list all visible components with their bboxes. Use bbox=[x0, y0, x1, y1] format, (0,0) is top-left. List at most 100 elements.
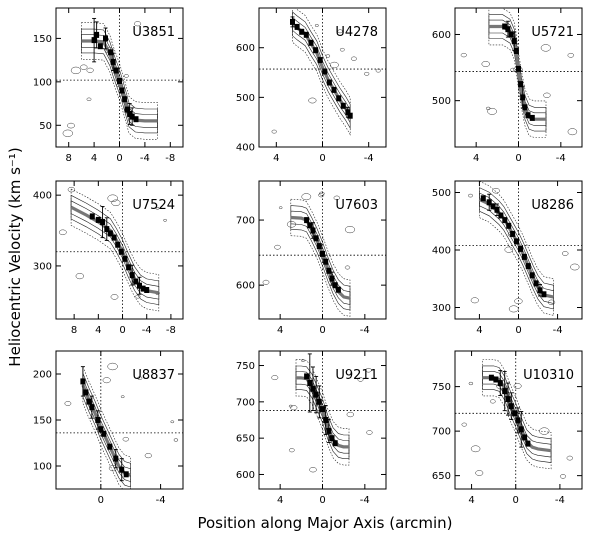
model-curve bbox=[478, 197, 555, 299]
contour-blob bbox=[559, 474, 567, 479]
contour-blob bbox=[460, 52, 467, 58]
contour-blob bbox=[567, 52, 575, 58]
contour-line bbox=[290, 198, 351, 317]
contour-blob bbox=[540, 44, 551, 52]
panel-u8837: 0 -4 100 150 200 U8837 bbox=[33, 350, 184, 506]
data-point bbox=[518, 245, 523, 252]
data-point bbox=[522, 104, 528, 111]
contour-blob bbox=[513, 383, 522, 389]
y-tick-label: 400 bbox=[236, 143, 255, 154]
y-tick-label: 700 bbox=[236, 397, 255, 408]
contour-blob bbox=[173, 438, 179, 442]
figure-y-axis-label: Heliocentric Velocity (km s⁻¹) bbox=[6, 147, 24, 366]
data-point bbox=[320, 406, 325, 413]
y-tick-label: 750 bbox=[432, 382, 451, 393]
x-tick-label: 0 bbox=[513, 495, 519, 506]
data-point bbox=[307, 222, 313, 229]
contour-blob bbox=[567, 128, 578, 136]
contour-blob bbox=[492, 187, 500, 194]
y-tick-label: 600 bbox=[236, 470, 255, 481]
panel-u9211: 4 0 -4 600 650 700 750 U9211 bbox=[236, 350, 387, 506]
data-point bbox=[488, 374, 494, 381]
data-point bbox=[510, 230, 516, 237]
contour-blob bbox=[314, 24, 319, 27]
x-tick-label: 4 bbox=[468, 495, 474, 506]
data-point bbox=[307, 380, 313, 386]
plot-area bbox=[56, 351, 183, 489]
contour-blob bbox=[102, 377, 111, 384]
contour-blob bbox=[107, 194, 118, 203]
data-point bbox=[89, 213, 95, 220]
y-tick-label: 500 bbox=[432, 96, 451, 107]
contour-blob bbox=[134, 21, 142, 27]
y-tick-label: 200 bbox=[33, 370, 52, 381]
contour-blob bbox=[288, 404, 293, 408]
plot-area bbox=[455, 8, 582, 147]
data-point bbox=[332, 440, 338, 447]
panel-title: U10310 bbox=[523, 368, 574, 383]
contour-blob bbox=[58, 229, 67, 236]
data-point bbox=[520, 94, 526, 101]
contour-blob bbox=[111, 199, 121, 207]
contour-blob bbox=[86, 67, 94, 73]
contour-blob bbox=[308, 97, 317, 104]
contour-blob bbox=[325, 54, 331, 58]
contour-blob bbox=[64, 401, 72, 406]
contour-blob bbox=[543, 92, 551, 98]
contour-blob bbox=[67, 122, 75, 129]
data-point bbox=[124, 106, 130, 113]
panel-u10310: 4 0 -4 650 700 750 U10310 bbox=[432, 350, 583, 506]
contour-blob bbox=[290, 405, 298, 411]
data-point bbox=[83, 389, 89, 396]
data-point bbox=[331, 86, 337, 93]
y-tick-label: 600 bbox=[236, 281, 255, 292]
contour-blob bbox=[508, 305, 519, 313]
data-point bbox=[480, 195, 486, 202]
panel-u5721: 4 0 -4 500 600 U5721 bbox=[432, 7, 583, 164]
plot-area bbox=[455, 181, 582, 319]
contour-blob bbox=[344, 265, 351, 270]
x-tick-label: 4 bbox=[473, 153, 479, 164]
plot-area bbox=[56, 8, 183, 147]
x-tick-label: 4 bbox=[95, 325, 101, 336]
contour-blob bbox=[346, 411, 354, 418]
data-point bbox=[322, 68, 328, 75]
data-point bbox=[502, 388, 508, 395]
data-point bbox=[525, 440, 531, 447]
plot-area bbox=[259, 351, 386, 489]
y-tick-label: 700 bbox=[432, 427, 451, 438]
contour-blob bbox=[301, 359, 305, 362]
data-point bbox=[345, 109, 351, 116]
data-point bbox=[144, 287, 150, 293]
data-point bbox=[505, 26, 511, 33]
y-tick-label: 600 bbox=[432, 30, 451, 41]
x-tick-label: 4 bbox=[277, 325, 283, 336]
x-tick-label: -4 bbox=[140, 153, 150, 164]
contour-blob bbox=[274, 244, 281, 250]
data-point bbox=[133, 278, 139, 285]
data-point bbox=[493, 376, 499, 383]
x-tick-label: -4 bbox=[556, 153, 566, 164]
contour-blob bbox=[375, 68, 381, 73]
data-point bbox=[101, 430, 107, 437]
model-curve bbox=[296, 376, 349, 449]
x-tick-label: -4 bbox=[364, 153, 374, 164]
contour-line bbox=[292, 11, 351, 130]
data-point bbox=[310, 227, 316, 234]
data-point bbox=[107, 443, 113, 450]
data-point bbox=[335, 286, 341, 293]
data-point bbox=[113, 455, 119, 462]
panel-u3851: 8 4 0 -4 -8 50 100 150 U3851 bbox=[33, 7, 184, 164]
contour-blob bbox=[475, 470, 484, 476]
contour-blob bbox=[337, 29, 343, 34]
data-point bbox=[323, 417, 329, 423]
plot-area bbox=[56, 181, 183, 319]
plot-frame bbox=[454, 350, 583, 490]
data-point bbox=[505, 396, 511, 403]
data-point bbox=[515, 417, 521, 424]
panel-title: U9211 bbox=[335, 368, 378, 383]
data-point bbox=[329, 435, 335, 442]
contour-line bbox=[292, 16, 351, 124]
data-point bbox=[320, 250, 325, 257]
